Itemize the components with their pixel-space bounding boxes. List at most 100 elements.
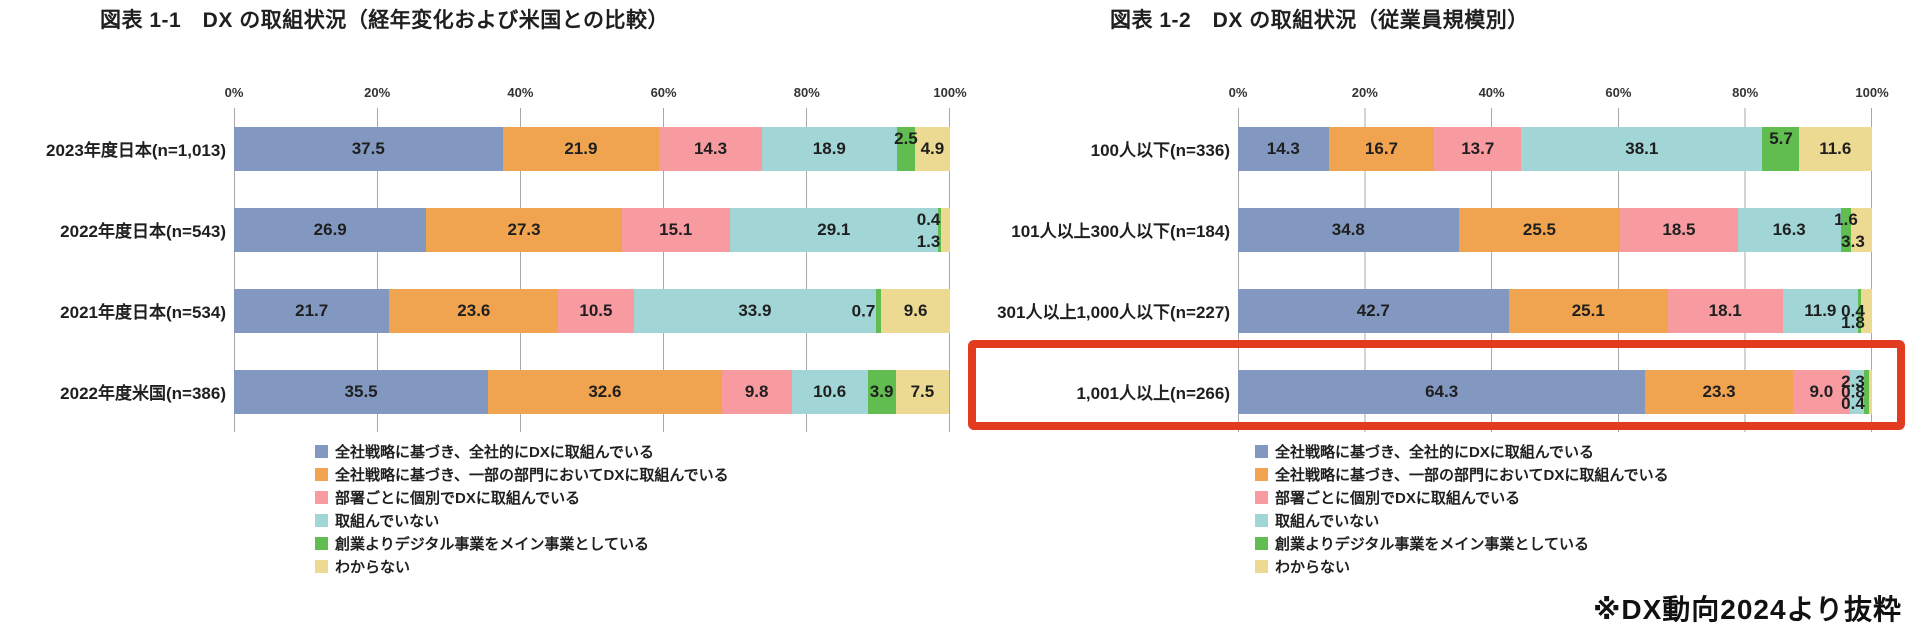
- stacked-bar: 42.7 25.1 18.1 11.9 0.4 1.8: [1238, 288, 1872, 333]
- value-label: 13.7: [1461, 139, 1495, 158]
- legend-item: 取組んでいない: [1255, 509, 1872, 532]
- value-label: 34.8: [1331, 220, 1365, 239]
- stacked-bar: 14.3 16.7 13.7 38.1 5.7 11.6: [1238, 126, 1873, 171]
- axis-tick: 100%: [933, 85, 967, 100]
- legend-swatch: [315, 514, 328, 527]
- bar-segment: 13.7: [1434, 126, 1522, 171]
- value-label: 7.5: [910, 382, 935, 401]
- x-axis: 0% 20% 40% 60% 80% 100%: [1229, 34, 1889, 108]
- legend: 全社戦略に基づき、全社的にDXに取組んでいる全社戦略に基づき、一部の部門において…: [315, 440, 950, 578]
- bar-row: 2022年度米国(n=386) 35.5 32.6 9.8 10.6 3.9 7.5: [10, 351, 950, 432]
- category-label: 1,001人以上(n=266): [1076, 384, 1230, 403]
- bar-segment: [896, 126, 915, 171]
- bar-segment: 14.3: [1238, 126, 1329, 171]
- axis-tick: 80%: [793, 85, 820, 100]
- stacked-bar: 26.9 27.3 15.1 29.1 0.4 1.3: [234, 207, 951, 252]
- legend-label: 取組んでいない: [335, 513, 440, 530]
- legend-label: 部署ごとに個別でDXに取組んでいる: [335, 490, 581, 507]
- bar-segment: 18.1: [1667, 288, 1783, 333]
- value-label: 1.8: [1841, 312, 1865, 332]
- bar-segment: 16.3: [1737, 207, 1841, 252]
- axis-tick: 80%: [1732, 85, 1759, 100]
- bar-rows: 2023年度日本(n=1,013) 37.5 21.9 14.3 18.9 2.5 4.9 2…: [10, 108, 951, 432]
- bar-segment: 64.3: [1238, 369, 1646, 414]
- chart-title: 図表 1-2 DX の取組状況（従業員規模別）: [1110, 9, 1529, 32]
- bar-segment: 9.8: [721, 369, 792, 414]
- value-label: 3.9: [869, 382, 894, 401]
- legend-swatch: [315, 445, 328, 458]
- bar-segment: 29.1: [729, 207, 938, 252]
- bar-row: 1,001人以上(n=266) 64.3 23.3 9.0 2.3 0.8 0.4: [950, 351, 1873, 432]
- legend-swatch: [315, 537, 328, 550]
- legend-swatch: [1255, 491, 1268, 504]
- value-label: 0.7: [851, 301, 876, 320]
- bar-segment: [1849, 369, 1865, 414]
- bar-segment: 26.9: [234, 207, 427, 252]
- value-label: 1.6: [1834, 209, 1858, 229]
- legend-item: 全社戦略に基づき、一部の部門においてDXに取組んでいる: [315, 463, 950, 486]
- bar-segment: 38.1: [1521, 126, 1763, 171]
- value-label: 0.4: [1841, 393, 1865, 413]
- bar-segment: 32.6: [488, 369, 722, 414]
- value-label: 16.3: [1772, 220, 1806, 239]
- legend-label: わからない: [335, 559, 411, 576]
- bar-segment: 14.3: [659, 126, 762, 171]
- bar-segment: 23.6: [389, 288, 559, 333]
- axis-tick: 60%: [1605, 85, 1632, 100]
- bar-segment: 9.6: [881, 288, 950, 333]
- bar-segment: 11.9: [1782, 288, 1859, 333]
- legend-item: わからない: [1255, 555, 1872, 578]
- bar-segment: 25.1: [1508, 288, 1668, 333]
- value-label: 23.6: [457, 301, 491, 320]
- bar-segment: 10.5: [558, 288, 634, 333]
- value-label: 4.9: [920, 139, 945, 158]
- x-axis: 0% 20% 40% 60% 80% 100%: [225, 34, 967, 108]
- bar-segment: 23.3: [1645, 369, 1793, 414]
- legend-swatch: [1255, 514, 1268, 527]
- bar-segment: 3.9: [867, 369, 896, 414]
- bar-segment: 15.1: [621, 207, 730, 252]
- value-label: 38.1: [1625, 139, 1659, 158]
- category-label: 2021年度日本(n=534): [60, 303, 226, 322]
- value-label: 2.5: [894, 128, 918, 148]
- legend-label: 取組んでいない: [1275, 513, 1380, 530]
- legend-item: 全社戦略に基づき、一部の部門においてDXに取組んでいる: [1255, 463, 1872, 486]
- value-label: 21.9: [564, 139, 598, 158]
- bar-segment: [1864, 369, 1870, 414]
- legend-swatch: [315, 491, 328, 504]
- value-label: 35.5: [344, 382, 378, 401]
- value-label: 10.5: [579, 301, 613, 320]
- legend-swatch: [1255, 468, 1268, 481]
- bar-segment: 11.6: [1798, 126, 1873, 171]
- value-label: 27.3: [507, 220, 541, 239]
- value-label: 26.9: [313, 220, 347, 239]
- stacked-bar: 35.5 32.6 9.8 10.6 3.9 7.5: [234, 369, 950, 414]
- chart-dx-status-by-size: 図表 1-2 DX の取組状況（従業員規模別） 0% 20% 40% 60% 80% 10…: [950, 8, 1905, 578]
- legend-swatch: [315, 560, 328, 573]
- legend-label: 全社戦略に基づき、全社的にDXに取組んでいる: [335, 444, 655, 461]
- bar-row: 2023年度日本(n=1,013) 37.5 21.9 14.3 18.9 2.5 4.9: [10, 108, 950, 189]
- bar-segment: 21.9: [502, 126, 660, 171]
- legend-label: 創業よりデジタル事業をメイン事業としている: [1275, 536, 1589, 553]
- bar-segment: 25.5: [1458, 207, 1621, 252]
- legend-item: 部署ごとに個別でDXに取組んでいる: [1255, 486, 1872, 509]
- bar-segment: 21.7: [234, 288, 390, 333]
- value-label: 23.3: [1702, 382, 1736, 401]
- value-label: 18.1: [1708, 301, 1742, 320]
- bar-segment: 18.9: [761, 126, 897, 171]
- axis-tick: 20%: [1351, 85, 1378, 100]
- axis-tick: 100%: [1855, 85, 1889, 100]
- legend-label: 創業よりデジタル事業をメイン事業としている: [335, 536, 649, 553]
- stacked-bar: 21.7 23.6 10.5 33.9 0.7 9.6: [234, 288, 950, 333]
- value-label: 37.5: [351, 139, 385, 158]
- bar-segment: [1860, 288, 1872, 333]
- axis-tick: 40%: [1478, 85, 1505, 100]
- value-label: 32.6: [588, 382, 622, 401]
- value-label: 29.1: [817, 220, 851, 239]
- category-label: 301人以上1,000人以下(n=227): [997, 303, 1230, 322]
- legend-swatch: [1255, 560, 1268, 573]
- value-label: 18.5: [1662, 220, 1696, 239]
- value-label: 25.5: [1522, 220, 1556, 239]
- category-label: 101人以上300人以下(n=184): [1011, 222, 1230, 241]
- legend-swatch: [1255, 445, 1268, 458]
